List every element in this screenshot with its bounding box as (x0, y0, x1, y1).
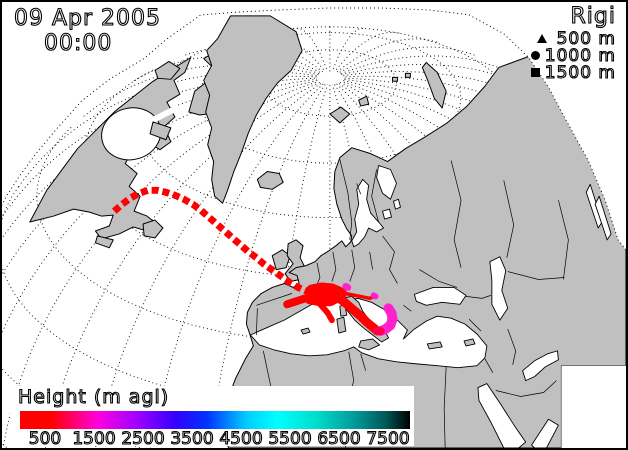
graticule-line (296, 27, 329, 72)
island-franz-josef-1 (392, 76, 398, 82)
colorbar-title: Height (m agl) (17, 385, 170, 408)
island-crete (426, 341, 443, 350)
island-sardinia (336, 316, 347, 334)
legend-item-500m: 500 m (531, 28, 616, 49)
limb-sliver-2 (594, 195, 612, 241)
island-franz-josef-2 (404, 72, 411, 78)
trajectory-east-end-dot-magenta (370, 292, 379, 300)
persian-gulf (522, 350, 559, 382)
trajectory-branch-east-thin (338, 290, 377, 301)
square-symbol-icon (530, 68, 540, 77)
map-edge-clip (561, 365, 626, 448)
trajectory-branch-spain (283, 292, 316, 309)
legend-item-label: 500 m (556, 28, 616, 49)
graticule-line (334, 84, 452, 448)
colorbar-tick-500: 500 (28, 428, 62, 449)
date-text: 09 Apr 2005 (13, 5, 162, 31)
colorbar-panel: Height (m agl) 500 1500 2500 3500 4500 5500 65… (10, 385, 414, 449)
station-legend: Rigi 500 m 1000 m 1500 m (530, 3, 616, 83)
white-sea (376, 165, 397, 200)
trajectories (111, 186, 398, 337)
island-svalbard (329, 106, 351, 124)
trajectory-spur-south (313, 296, 335, 324)
red-sea (477, 383, 527, 448)
legend-item-1000m: 1000 m (530, 45, 616, 66)
legend-item-1500m: 1500 m (530, 62, 616, 83)
circle-symbol-icon (530, 51, 540, 60)
hudson-strait (149, 104, 181, 124)
trajectory-banana-magenta-2000m (375, 303, 398, 337)
island-iceland (256, 170, 284, 190)
caspian-sea (489, 256, 509, 321)
island-arctic-5 (358, 95, 370, 107)
colorbar-tick-2500: 2500 (121, 428, 165, 449)
colorbar-tick-3500: 3500 (170, 428, 214, 449)
graticule-line (331, 27, 364, 72)
graticule-line (208, 84, 326, 448)
island-arctic-3 (149, 121, 172, 141)
island-cyprus (463, 338, 476, 347)
seas (249, 165, 612, 448)
graticule-line (334, 31, 400, 73)
graticule-line (2, 186, 626, 409)
legend-title: Rigi (570, 3, 616, 29)
land-greenland (203, 15, 303, 204)
baltic-sea (351, 178, 385, 248)
colorbar-tick-1500: 1500 (72, 428, 116, 449)
colorbar-tick-6500: 6500 (317, 428, 361, 449)
legend-item-label: 1000 m (544, 45, 616, 66)
colorbar-tick-5500: 5500 (268, 428, 312, 449)
island-arctic-1 (154, 60, 181, 80)
island-balearics (300, 327, 311, 335)
black-sea (413, 286, 467, 306)
triangle-symbol-icon (537, 34, 547, 43)
outside-globe-region (2, 2, 626, 250)
legend-item-label: 1500 m (544, 62, 616, 83)
island-sicily (358, 338, 381, 351)
graticule-line (268, 84, 329, 448)
trajectory-branch-italy (333, 292, 383, 336)
trajectory-arrival-dot-magenta (342, 282, 352, 291)
trajectory-atlantic-1500m (111, 186, 335, 300)
date-label: 09 Apr 2005 00:00 (13, 5, 162, 57)
colorbar-tick-4500: 4500 (219, 428, 263, 449)
lake-ladoga (382, 208, 392, 220)
colorbar-tick-7500: 7500 (366, 428, 410, 449)
island-ireland (271, 249, 291, 271)
graticule-line (331, 84, 392, 448)
island-novaya-zemlya (421, 61, 447, 109)
island-newfoundland (142, 219, 164, 239)
graticule-line (336, 38, 437, 73)
legend-rows: 500 m 1000 m 1500 m (530, 28, 616, 83)
gulf-of-aden (531, 418, 559, 448)
time-text: 00:00 (43, 31, 113, 57)
lake-onega (393, 198, 401, 210)
nova-scotia (94, 235, 114, 249)
colorbar-ticks: 500 1500 2500 3500 4500 5500 6500 7500 (20, 428, 410, 449)
colorbar-gradient (20, 411, 410, 429)
